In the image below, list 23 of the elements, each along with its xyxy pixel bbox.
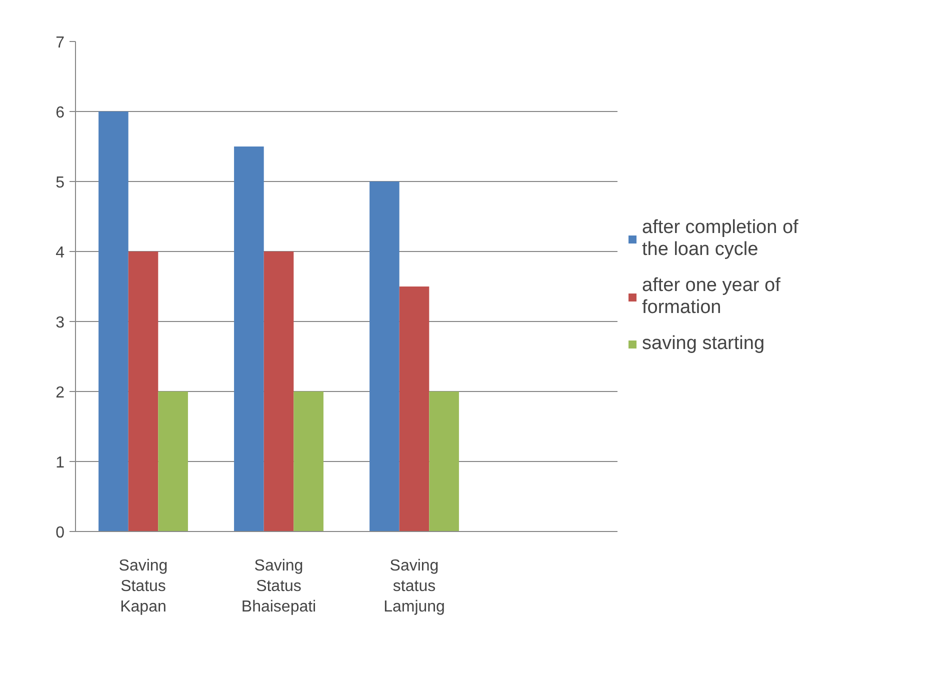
x-tick-label: Saving status Lamjung	[384, 558, 445, 616]
bar	[234, 146, 264, 532]
y-tick-label: 1	[56, 454, 65, 472]
bar	[128, 252, 158, 532]
bar	[399, 286, 430, 532]
y-tick-label: 0	[56, 524, 65, 542]
y-tick-label: 7	[56, 34, 65, 52]
legend-label: after completion of the loan cycle	[642, 217, 800, 261]
y-tick-label: 6	[56, 104, 65, 122]
bar	[294, 392, 324, 532]
bar	[264, 252, 294, 532]
bar	[158, 392, 188, 532]
bar	[98, 112, 128, 532]
y-tick-label: 3	[56, 314, 65, 332]
y-tick-label: 5	[56, 174, 65, 192]
x-tick-label: Saving Status Bhaisepati	[241, 558, 316, 616]
legend-label: saving starting	[642, 333, 766, 355]
x-tick-label: Saving Status Kapan	[118, 558, 168, 616]
legend-label: after one year of formation	[642, 275, 782, 319]
bar	[429, 392, 459, 532]
y-tick-label: 4	[56, 244, 65, 262]
y-tick-label: 2	[56, 384, 65, 402]
bar	[370, 182, 400, 532]
